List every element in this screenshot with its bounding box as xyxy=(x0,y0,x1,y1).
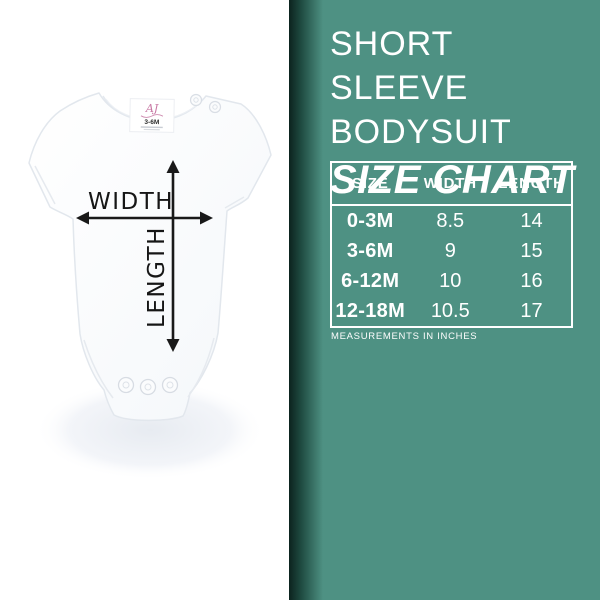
crotch-snaps xyxy=(117,376,179,396)
row-width-value: 8.5 xyxy=(436,209,465,232)
leg-hem-left xyxy=(83,339,114,399)
table-row: 12-18M 10.5 17 xyxy=(332,296,571,326)
row-length-value: 14 xyxy=(520,209,543,232)
measurement-arrows xyxy=(76,160,213,352)
left-sleeve-hem xyxy=(34,165,56,205)
row-size-label: 3-6M xyxy=(346,239,394,262)
row-length-value: 17 xyxy=(520,299,543,322)
size-chart-table: SIZE WIDTH LENGTH 0-3M 8.5 14 3-6M 9 15 … xyxy=(330,161,573,328)
width-arrow-label: WIDTH xyxy=(88,189,174,215)
panel-title: SHORT SLEEVE BODYSUIT SIZE CHART xyxy=(330,22,590,204)
table-row: 6-12M 10 16 xyxy=(332,266,571,296)
row-size-label: 6-12M xyxy=(341,269,400,292)
size-chart-panel: SHORT SLEEVE BODYSUIT SIZE CHART SIZE WI… xyxy=(289,0,600,600)
header-length: LENGTH xyxy=(498,175,565,192)
leg-hem-right xyxy=(187,337,215,398)
bodysuit-photo: AJ 3-6M WIDTH LENGTH xyxy=(28,92,272,480)
row-length-value: 16 xyxy=(520,269,543,292)
title-line-3: SIZE CHART xyxy=(330,158,575,202)
measurements-note: MEASUREMENTS IN INCHES xyxy=(331,331,478,342)
table-row: 3-6M 9 15 xyxy=(332,236,571,266)
row-width-value: 10.5 xyxy=(430,299,470,322)
length-arrow-label: LENGTH xyxy=(144,226,170,328)
neck-tag: AJ 3-6M xyxy=(129,98,175,133)
title-line-1: SHORT SLEEVE xyxy=(330,25,469,107)
table-row: 0-3M 8.5 14 xyxy=(332,206,571,236)
photo-shadow xyxy=(35,380,265,480)
right-sleeve-hem xyxy=(224,196,245,209)
row-width-value: 10 xyxy=(439,269,462,292)
table-header-row: SIZE WIDTH LENGTH xyxy=(332,163,571,206)
neck-tag-brand: AJ xyxy=(145,102,159,115)
header-width: WIDTH xyxy=(423,175,477,192)
bodysuit-outline xyxy=(28,92,272,422)
product-photo-panel: AJ 3-6M WIDTH LENGTH xyxy=(0,0,289,600)
neck-tag-size: 3-6M xyxy=(144,119,159,126)
header-size: SIZE xyxy=(351,175,389,192)
row-length-value: 15 xyxy=(520,239,543,262)
shoulder-snaps xyxy=(189,93,222,114)
neck-tag-script xyxy=(140,114,164,118)
title-line-2: BODYSUIT xyxy=(330,113,512,151)
row-size-label: 12-18M xyxy=(335,299,406,322)
panel-spine-shadow xyxy=(289,0,323,600)
row-size-label: 0-3M xyxy=(346,209,394,232)
row-width-value: 9 xyxy=(444,239,456,262)
